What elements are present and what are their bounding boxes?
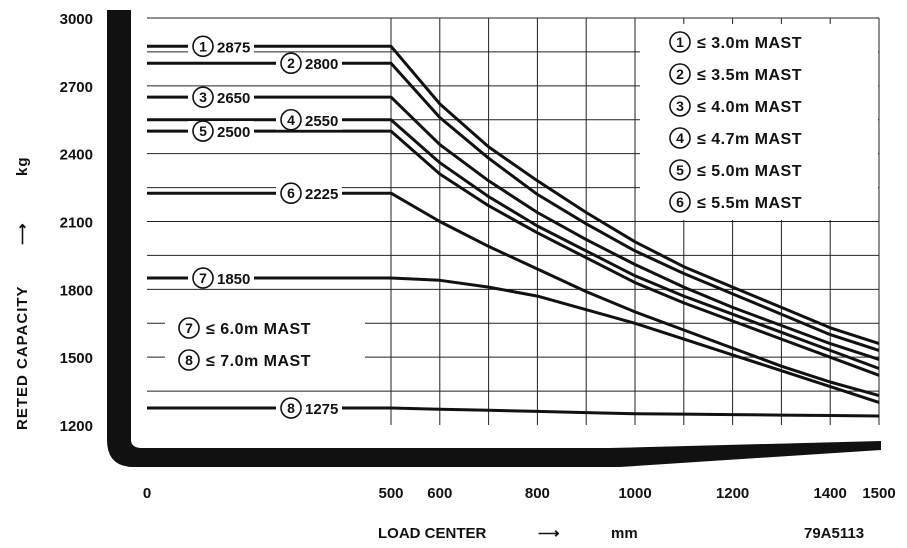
legend-marker-circle [669,95,691,117]
legend-marker-circle [669,191,691,213]
legend-entry: ≤ 5.5m MAST [697,195,802,212]
y-tick-label: 3000 [60,11,93,28]
marker-number: 1 [199,38,207,54]
x-tick-label: 1400 [814,485,847,502]
legend-marker-number: 1 [676,34,684,50]
legend-entry: ≤ 4.0m MAST [697,99,802,116]
curve-line-3 [147,95,880,361]
x-tick-label: 0 [143,485,151,502]
marker-circle [280,52,302,75]
marker-number: 8 [287,400,295,416]
legend-marker-circle [178,349,200,371]
y-axis-unit: kg [14,156,31,176]
legend-marker-number: 7 [185,320,193,336]
curve-value-label: 2800 [305,56,338,73]
x-tick-label: 600 [427,485,452,502]
curve-value-label: 2875 [217,39,250,56]
x-tick-label: 1000 [618,485,651,502]
marker-number: 4 [287,112,295,128]
curve-value-label: 2225 [305,186,338,203]
x-tick-label: 1200 [716,485,749,502]
y-tick-label: 2700 [60,79,93,96]
marker-circle [192,35,214,58]
x-tick-labels: 0 500 600 800 1000 1200 1400 1500 [143,485,896,502]
marker-circle [280,397,302,419]
curve-line-2 [147,61,880,352]
curve-line-4 [147,118,880,370]
legend-marker-number: 2 [676,66,684,82]
curve-value-label: 1850 [217,271,250,288]
legend-marker-number: 3 [676,98,684,114]
marker-circle [192,267,214,289]
legend-marker-number: 6 [676,194,684,210]
legend-marker-circle [669,127,691,149]
legend-marker-circle [669,63,691,85]
curve-line-5 [147,129,880,377]
curve-value-label: 2550 [305,113,338,130]
marker-circle [192,120,214,142]
curve-value-label: 1275 [305,401,338,418]
legend-lower: 7 ≤ 6.0m MAST 8 ≤ 7.0m MAST [165,312,365,378]
legend-marker-number: 5 [676,162,684,178]
legend-entry: ≤ 5.0m MAST [697,163,802,180]
y-axis-label: RETED CAPACITY [14,285,31,430]
legend-marker-circle [669,31,691,53]
legend-box [640,24,878,220]
legend-entry: ≤ 4.7m MAST [697,131,802,148]
marker-circle [192,86,214,108]
marker-circle [280,182,302,205]
legend: 1 ≤ 3.0m MAST 2 ≤ 3.5m MAST 3 ≤ 4.0m MAST 4 ≤ 4… [640,24,878,220]
curve-value-label: 2500 [217,124,250,141]
x-axis-unit: mm [611,525,638,542]
x-axis-label: LOAD CENTER [378,525,487,542]
x-tick-label: 1500 [862,485,895,502]
y-axis-arrow: ⟶ [14,222,31,245]
marker-circle [280,108,302,131]
capacity-curves [147,44,880,418]
y-tick-label: 2400 [60,147,93,164]
figure-code: 79A5113 [804,525,864,542]
legend-marker-circle [178,317,200,339]
legend-entry: ≤ 6.0m MAST [206,321,311,338]
x-tick-label: 500 [378,485,403,502]
curve-value-labels: 1 2875 2 2800 3 2650 4 2550 5 2500 6 2225 7 1850 8 1275 [188,35,342,419]
marker-number: 5 [199,123,207,139]
legend-entry: ≤ 3.0m MAST [697,35,802,52]
curve-value-label: 2650 [217,90,250,107]
y-tick-label: 2100 [60,215,93,232]
y-tick-label: 1800 [60,282,93,299]
y-tick-label: 1500 [60,350,93,367]
marker-number: 3 [199,89,207,105]
legend-entry: ≤ 3.5m MAST [697,67,802,84]
curve-line-7 [147,276,880,404]
curve-line-8 [147,406,880,418]
x-tick-label: 800 [525,485,550,502]
legend-marker-number: 4 [676,130,684,146]
legend-marker-circle [669,159,691,181]
curve-line-1 [147,44,880,346]
marker-number: 6 [287,185,295,201]
legend-entry: ≤ 7.0m MAST [206,353,311,370]
y-tick-labels: 1200 1500 1800 2100 2400 2700 3000 [60,11,93,435]
marker-number: 2 [287,55,295,71]
marker-number: 7 [199,270,207,286]
curve-line-6 [147,191,880,398]
y-tick-label: 1200 [60,418,93,435]
legend-marker-number: 8 [185,352,193,368]
x-axis-arrow: ⟶ [538,525,560,542]
